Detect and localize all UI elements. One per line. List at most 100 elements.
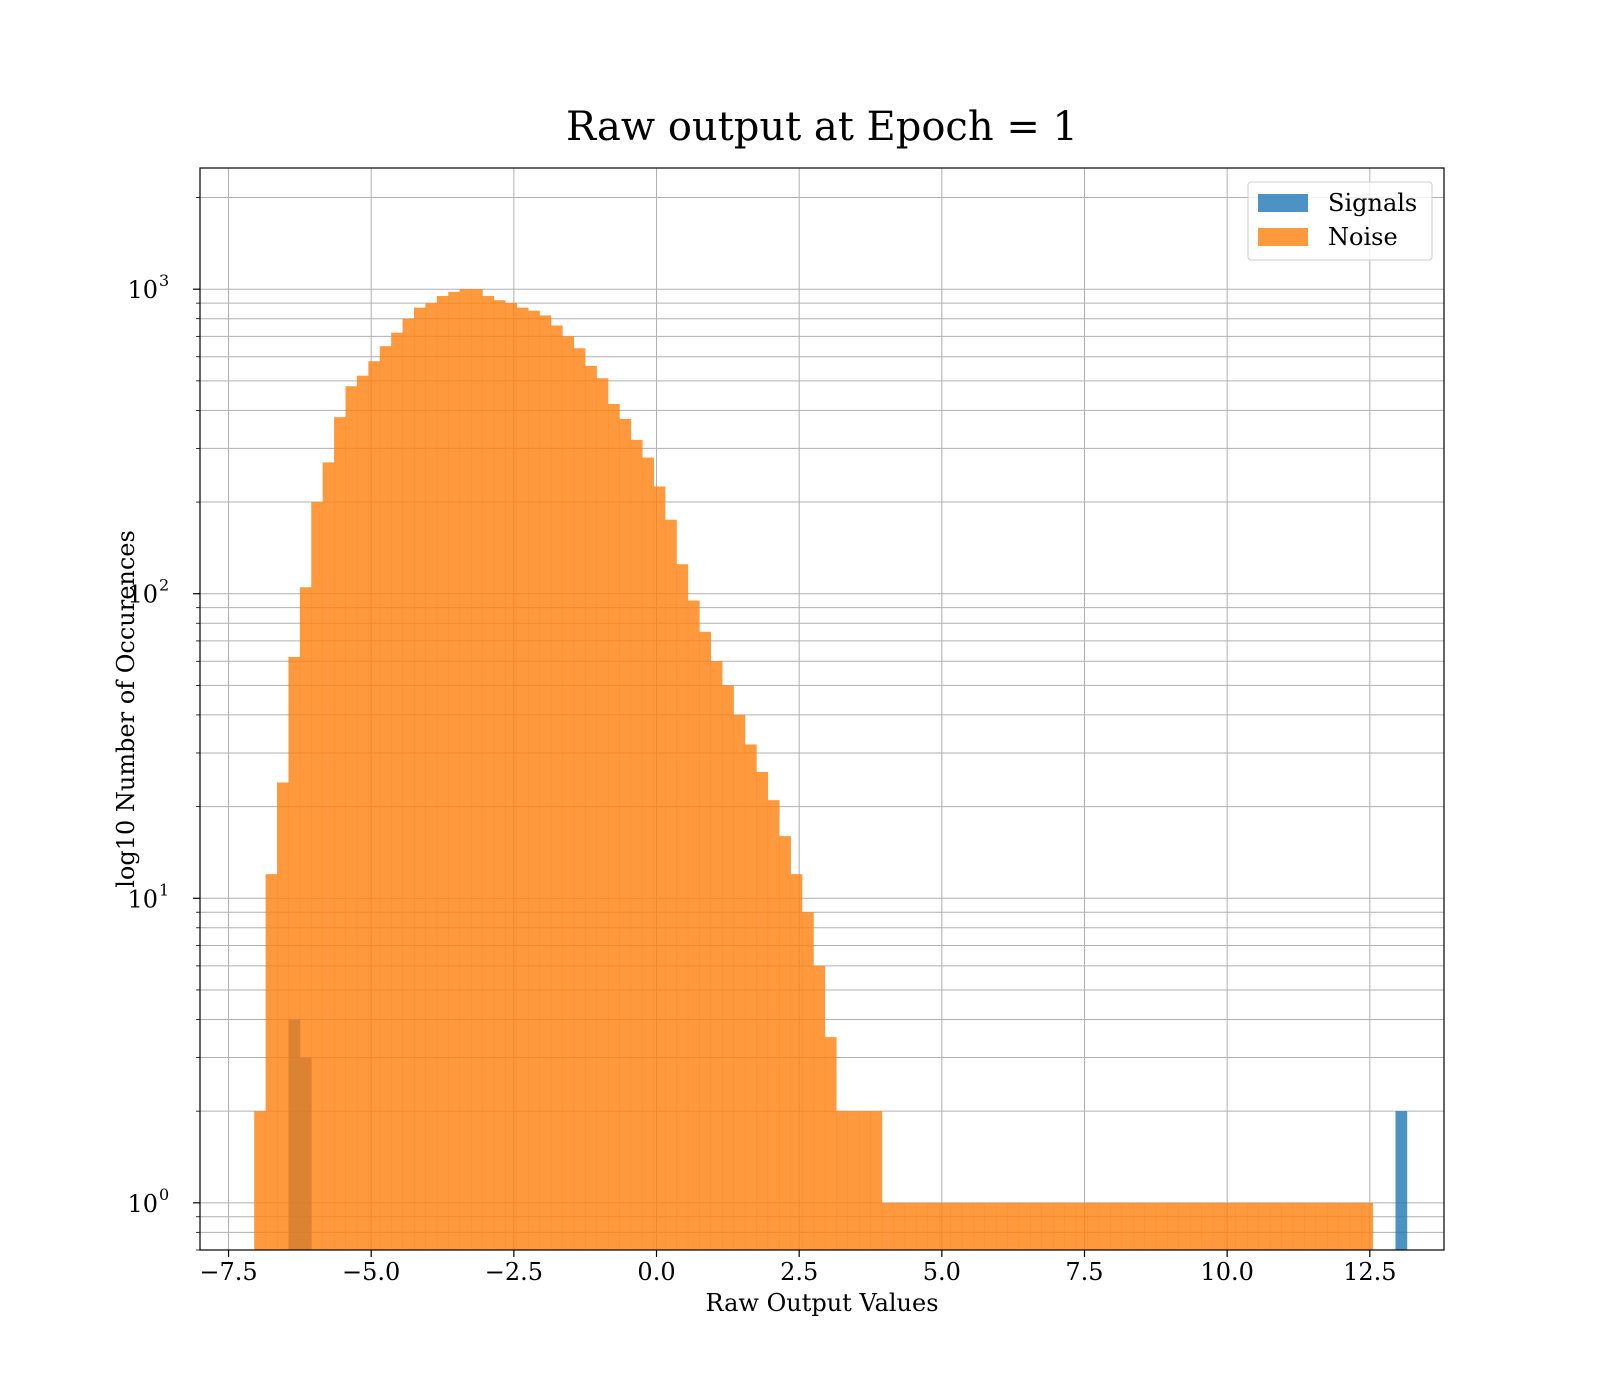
noise-bar	[619, 418, 632, 1250]
noise-bar	[630, 439, 643, 1251]
x-tick-label: 2.5	[780, 1258, 818, 1286]
noise-bar	[699, 631, 712, 1250]
noise-bar	[927, 1202, 940, 1250]
x-tick-label: 5.0	[923, 1258, 961, 1286]
noise-bar	[356, 375, 369, 1250]
noise-bar	[516, 307, 529, 1250]
legend: Signals Noise	[1247, 181, 1433, 261]
x-axis-label: Raw Output Values	[705, 1289, 938, 1317]
noise-bar	[996, 1202, 1008, 1250]
noise-bar	[528, 310, 540, 1250]
noise-bar	[938, 1202, 951, 1250]
noise-bar	[482, 295, 495, 1251]
noise-bar	[733, 714, 746, 1250]
plot-frame	[199, 167, 1445, 1251]
noise-bar	[1064, 1202, 1077, 1250]
noise-bar	[1269, 1202, 1282, 1250]
noise-bar	[379, 346, 392, 1251]
noise-bar	[779, 836, 791, 1250]
noise-bar	[950, 1202, 963, 1250]
noise-bar	[1224, 1202, 1237, 1250]
noise-bar	[916, 1202, 928, 1250]
noise-bar	[1018, 1202, 1031, 1250]
noise-bar	[1304, 1202, 1316, 1250]
noise-bar	[334, 417, 346, 1250]
noise-bar	[676, 564, 689, 1250]
noise-bar	[1087, 1202, 1100, 1250]
noise-bar	[1155, 1202, 1168, 1250]
noise-bar	[436, 295, 449, 1251]
x-tick-label: −5.0	[342, 1258, 400, 1286]
y-tick-exponent: 2	[159, 576, 169, 595]
noise-bar	[1281, 1202, 1294, 1250]
noise-bar	[813, 965, 826, 1250]
noise-bar	[402, 318, 415, 1250]
noise-bar	[562, 336, 575, 1250]
noise-bar	[345, 386, 358, 1250]
noise-bar	[608, 403, 620, 1251]
bars-layer	[254, 289, 1408, 1251]
noise-bar	[299, 587, 312, 1250]
noise-bar	[539, 315, 552, 1250]
noise-bar	[573, 348, 586, 1250]
noise-bar	[1030, 1202, 1042, 1250]
noise-bar	[505, 303, 518, 1250]
noise-bar	[425, 303, 438, 1250]
noise-bar	[1235, 1202, 1248, 1250]
noise-bar	[1212, 1202, 1225, 1250]
noise-bar	[836, 1111, 848, 1250]
noise-bar	[859, 1111, 871, 1250]
noise-bar	[1144, 1202, 1157, 1250]
noise-bar	[448, 291, 460, 1250]
noise-bar	[904, 1202, 917, 1250]
noise-bar	[893, 1202, 906, 1250]
noise-bar	[722, 685, 734, 1250]
noise-bar	[596, 378, 609, 1250]
noise-bar	[1133, 1202, 1145, 1250]
noise-bar	[471, 289, 483, 1250]
x-tick-label: 7.5	[1065, 1258, 1103, 1286]
noise-bar	[665, 519, 677, 1250]
noise-bar	[767, 800, 780, 1250]
noise-bar	[1315, 1202, 1328, 1250]
x-tick-label: 0.0	[637, 1258, 675, 1286]
series-noise	[254, 289, 1373, 1251]
y-tick-exponent: 1	[159, 880, 169, 899]
y-tick-exponent: 3	[159, 271, 169, 290]
noise-bar	[493, 300, 506, 1250]
noise-bar	[973, 1202, 985, 1250]
noise-bar	[1292, 1202, 1305, 1250]
noise-bar	[1190, 1202, 1202, 1250]
noise-bar	[984, 1202, 997, 1250]
y-tick-label: 10	[127, 1190, 158, 1218]
noise-bar	[1361, 1202, 1373, 1250]
noise-bar	[254, 1111, 266, 1250]
noise-bar	[744, 744, 757, 1250]
noise-bar	[870, 1111, 883, 1250]
noise-bar	[413, 307, 426, 1250]
noise-bar	[1167, 1202, 1179, 1250]
noise-bar	[585, 365, 597, 1250]
noise-bar	[1201, 1202, 1214, 1250]
noise-bar	[1041, 1202, 1054, 1250]
noise-bar	[1258, 1202, 1271, 1250]
noise-bar	[265, 874, 278, 1250]
noise-bar	[642, 457, 654, 1251]
x-tick-label: 10.0	[1200, 1258, 1253, 1286]
legend-swatch-noise	[1258, 228, 1308, 246]
noise-bar	[322, 462, 335, 1250]
noise-bar	[1110, 1202, 1122, 1250]
noise-bar	[961, 1202, 974, 1250]
y-tick-exponent: 0	[159, 1185, 169, 1204]
x-tick-label: −7.5	[199, 1258, 257, 1286]
noise-bar	[710, 661, 723, 1250]
noise-bar	[756, 771, 769, 1250]
noise-bar	[1098, 1202, 1111, 1250]
noise-bar	[790, 874, 803, 1250]
legend-label-noise: Noise	[1328, 223, 1398, 251]
noise-bar	[824, 1037, 837, 1250]
noise-bar	[391, 332, 403, 1250]
noise-bar	[1053, 1202, 1065, 1250]
legend-label-signals: Signals	[1328, 189, 1417, 217]
